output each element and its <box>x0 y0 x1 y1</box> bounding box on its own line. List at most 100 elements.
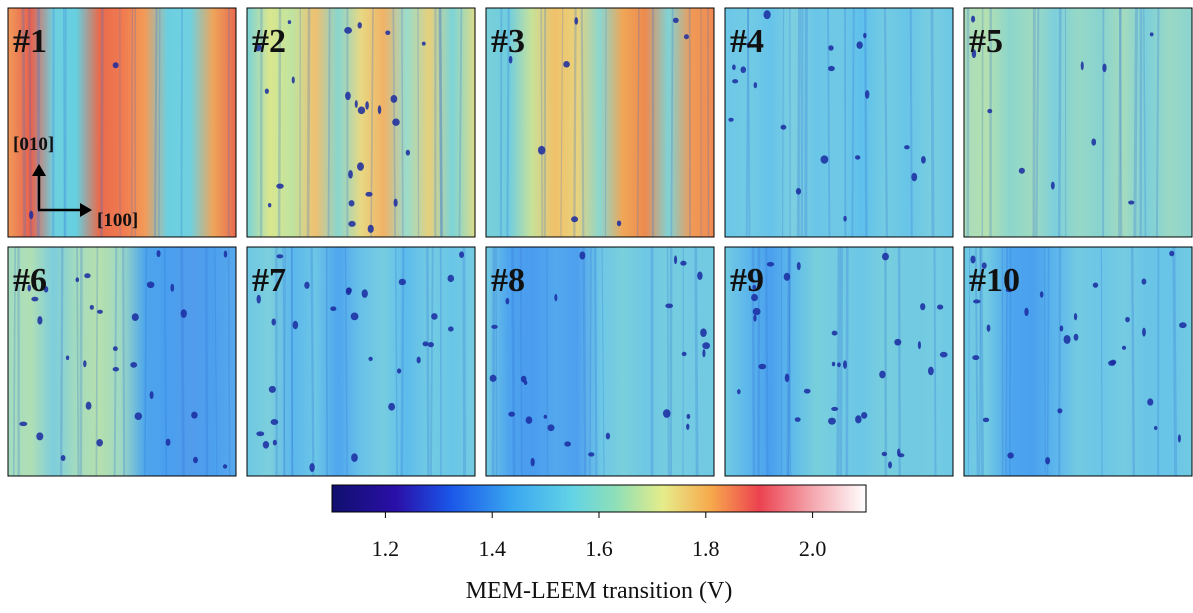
panel-dot <box>1051 182 1055 190</box>
panel-streak <box>1132 247 1134 476</box>
panel-dot <box>224 251 227 258</box>
panel-dot <box>150 391 154 399</box>
panel-dot <box>767 262 774 267</box>
panel-dot <box>269 386 276 393</box>
panel-dot <box>397 368 401 373</box>
panel: #6 <box>8 247 236 476</box>
panel-dot <box>764 10 771 19</box>
panel-dot <box>113 346 118 351</box>
panel-dot <box>665 303 673 308</box>
panel: #9 <box>725 247 953 476</box>
panel-streak <box>1059 247 1060 476</box>
panel-dot <box>728 118 733 122</box>
panel-dot <box>309 463 314 472</box>
direction-label: [010] <box>13 134 54 155</box>
panel-dot <box>349 200 355 206</box>
colorbar-tick-label: 1.6 <box>585 536 613 561</box>
panel-dot <box>428 342 434 347</box>
panel-streak <box>1059 8 1060 237</box>
panel-dot <box>448 326 454 331</box>
panel-streak <box>182 247 184 476</box>
panel-streak <box>547 247 548 476</box>
panel-dot <box>547 424 554 431</box>
panel-dot <box>832 331 838 336</box>
panel: #3 <box>486 8 714 237</box>
panel-streak <box>61 247 62 476</box>
panel-dot <box>348 170 353 179</box>
panel-streak <box>595 247 596 476</box>
panel-dot <box>29 211 33 219</box>
colorbar-tick-label: 1.4 <box>478 536 506 561</box>
panel-dot <box>921 156 926 164</box>
panel-dot <box>406 150 410 156</box>
panel-dot <box>417 357 421 364</box>
panel-streak <box>584 247 586 476</box>
panel-streak <box>132 8 133 237</box>
panel-dot <box>392 119 400 126</box>
colorbar-tick-label: 2.0 <box>799 536 827 561</box>
panel-dot <box>1074 334 1079 341</box>
panel-dot <box>368 357 372 361</box>
panel-dot <box>531 458 535 467</box>
panel-dot <box>86 402 92 410</box>
panel-dot <box>524 381 528 385</box>
panel-dot <box>702 342 710 349</box>
panel-dot <box>166 439 171 446</box>
panel-dot <box>431 313 438 320</box>
panel: #4 <box>725 8 953 237</box>
panel: #10 <box>964 247 1192 476</box>
panel-streak <box>766 247 767 476</box>
panel-dot <box>753 308 761 315</box>
panel-dot <box>865 90 869 99</box>
panel-dot <box>1142 328 1146 337</box>
panel-dot <box>113 62 119 68</box>
panel-streak <box>841 247 842 476</box>
panel-dot <box>538 146 545 155</box>
panel-dot <box>422 42 426 46</box>
colorbar-tick-label: 1.8 <box>692 536 720 561</box>
panel-dot <box>265 88 269 93</box>
panel-dot <box>1074 313 1077 320</box>
panel-dot <box>357 162 364 171</box>
panel-dot <box>61 455 66 461</box>
panel-dot <box>36 432 43 440</box>
panel-dot <box>1057 408 1062 413</box>
panel-dot <box>940 352 948 358</box>
panel-dot <box>544 415 548 419</box>
panel-dot <box>365 192 372 197</box>
panel-dot <box>75 277 79 282</box>
panel-streak <box>574 8 575 237</box>
panel-dot <box>378 105 381 114</box>
panel-streak <box>308 8 309 237</box>
panel-dot <box>832 362 835 367</box>
panel-streak <box>802 8 803 237</box>
panel-dot <box>682 352 687 356</box>
panel-streak <box>838 247 839 476</box>
panel-dot <box>1154 426 1157 430</box>
panel-dot <box>170 284 174 292</box>
panel-dot <box>97 310 103 314</box>
panel-dot <box>365 101 369 109</box>
panel-dot <box>1007 452 1014 458</box>
panel-dot <box>973 299 981 303</box>
panel-dot <box>37 316 42 325</box>
panel-streak <box>123 247 124 476</box>
panel-dot <box>843 360 847 369</box>
panel-dot <box>1147 398 1153 405</box>
panel-streak <box>865 8 866 237</box>
panel-streak <box>934 247 935 476</box>
panel-dot <box>674 255 677 264</box>
panel-streak <box>1101 247 1102 476</box>
panel-dot <box>796 188 801 195</box>
panel-dot <box>355 100 358 108</box>
panel-dot <box>920 303 925 310</box>
panel-dot <box>972 355 979 360</box>
panel-dot <box>1091 139 1096 146</box>
direction-label: [100] <box>97 210 138 231</box>
panel-dot <box>780 125 786 130</box>
colorbar-label: MEM-LEEM transition (V) <box>466 578 733 604</box>
panel-streak <box>708 8 709 237</box>
panel-dot <box>147 281 155 288</box>
panel-dot <box>574 17 578 25</box>
panel-dot <box>987 324 991 331</box>
